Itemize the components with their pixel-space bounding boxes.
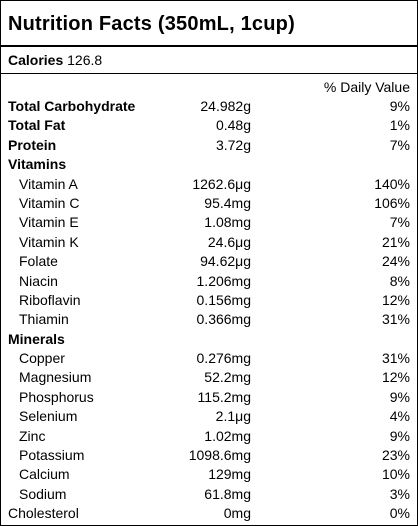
nutrient-daily-value: 24% [381, 253, 410, 270]
nutrient-daily-value: 7% [389, 136, 410, 153]
nutrient-daily-value: 1% [389, 117, 410, 134]
nutrient-amount: 24.6μg [207, 233, 251, 250]
nutrient-row: Protein 3.72g 7% [1, 136, 417, 155]
calories-value: 126.8 [67, 52, 103, 68]
nutrient-table: Total Carbohydrate 24.982g 9% Total Fat 0.48… [1, 97, 417, 524]
nutrient-name: Calcium [19, 466, 70, 483]
calories-line: Calories 126.8 [8, 52, 102, 68]
nutrient-amount: 0.156mg [196, 291, 251, 308]
nutrient-amount: 0.48g [215, 117, 251, 134]
nutrient-daily-value: 12% [381, 369, 410, 386]
nutrient-name: Selenium [19, 408, 78, 425]
nutrient-row: Magnesium 52.2mg 12% [1, 368, 417, 387]
nutrient-row: Cholesterol 0mg 0% [1, 504, 417, 523]
nutrient-amount: 1.206mg [196, 272, 251, 289]
nutrient-daily-value: 7% [389, 214, 410, 231]
nutrient-row: Folate 94.62μg 24% [1, 252, 417, 271]
nutrient-amount: 94.62μg [200, 253, 251, 270]
nutrient-name: Vitamin K [19, 233, 79, 250]
nutrient-daily-value: 12% [381, 291, 410, 308]
nutrient-row: Niacin 1.206mg 8% [1, 272, 417, 291]
nutrient-row: Phosphorus 115.2mg 9% [1, 388, 417, 407]
nutrient-amount: 3.72g [215, 136, 251, 153]
calories-divider [1, 73, 417, 74]
nutrient-amount: 52.2mg [204, 369, 251, 386]
nutrient-row: Zinc 1.02mg 9% [1, 427, 417, 446]
nutrient-amount: 95.4mg [204, 194, 251, 211]
nutrient-daily-value: 9% [389, 388, 410, 405]
nutrient-name: Potassium [19, 447, 85, 464]
nutrient-row: Thiamin 0.366mg 31% [1, 310, 417, 329]
nutrient-daily-value: 21% [381, 233, 410, 250]
nutrient-name: Folate [19, 253, 58, 270]
nutrient-name: Zinc [19, 427, 46, 444]
nutrient-daily-value: 9% [389, 427, 410, 444]
label-title: Nutrition Facts (350mL, 1cup) [8, 13, 295, 35]
nutrient-name: Thiamin [19, 311, 69, 328]
nutrient-amount: 61.8mg [204, 485, 251, 502]
nutrient-amount: 24.982g [200, 98, 251, 114]
nutrient-name: Riboflavin [19, 291, 81, 308]
nutrient-name: Total Fat [8, 117, 66, 134]
nutrient-row: Total Carbohydrate 24.982g 9% [1, 97, 417, 116]
nutrient-name: Copper [19, 350, 65, 367]
nutrient-name: Phosphorus [19, 388, 94, 405]
nutrient-name: Vitamins [8, 156, 67, 173]
nutrient-daily-value: 106% [374, 194, 410, 211]
nutrient-daily-value: 8% [389, 272, 410, 289]
nutrient-amount: 1.02mg [204, 427, 251, 444]
nutrient-name: Sodium [19, 485, 67, 502]
nutrient-daily-value: 23% [381, 447, 410, 464]
nutrient-name: Cholesterol [8, 505, 79, 522]
calories-label: Calories [8, 52, 64, 68]
nutrient-amount: 0.276mg [196, 350, 251, 367]
nutrient-name: Magnesium [19, 369, 92, 386]
nutrient-amount: 2.1μg [215, 408, 251, 425]
nutrient-daily-value: 4% [389, 408, 410, 425]
nutrient-row: Copper 0.276mg 31% [1, 349, 417, 368]
nutrient-daily-value: 31% [381, 311, 410, 328]
daily-value-header: % Daily Value [323, 79, 410, 95]
nutrient-amount: 0.366mg [196, 311, 251, 328]
nutrient-name: Minerals [8, 330, 65, 347]
nutrient-row: Riboflavin 0.156mg 12% [1, 291, 417, 310]
nutrient-amount: 1262.6μg [192, 175, 251, 192]
nutrient-daily-value: 10% [381, 466, 410, 483]
nutrient-amount: 1.08mg [204, 214, 251, 231]
section-header: Minerals [1, 330, 417, 349]
title-divider [1, 45, 417, 47]
nutrient-row: Calcium 129mg 10% [1, 465, 417, 484]
nutrient-amount: 129mg [208, 466, 251, 483]
nutrient-row: Total Fat 0.48g 1% [1, 116, 417, 135]
nutrient-name: Protein [8, 136, 57, 153]
nutrient-name: Niacin [19, 272, 58, 289]
nutrient-amount: 0mg [223, 505, 251, 522]
nutrient-daily-value: 140% [374, 175, 410, 192]
nutrient-name: Vitamin E [19, 214, 79, 231]
nutrient-name: Vitamin C [19, 194, 80, 211]
nutrient-row: Sodium 61.8mg 3% [1, 485, 417, 504]
nutrient-row: Vitamin K 24.6μg 21% [1, 233, 417, 252]
nutrient-daily-value: 9% [389, 98, 410, 114]
nutrient-daily-value: 3% [389, 485, 410, 502]
nutrient-amount: 1098.6mg [188, 447, 251, 464]
nutrient-name: Total Carbohydrate [8, 98, 136, 114]
nutrient-amount: 115.2mg [197, 388, 251, 405]
nutrient-daily-value: 0% [389, 505, 410, 522]
nutrient-daily-value: 31% [381, 350, 410, 367]
nutrient-name: Vitamin A [19, 175, 78, 192]
nutrient-row: Vitamin E 1.08mg 7% [1, 213, 417, 232]
section-header: Vitamins [1, 155, 417, 174]
nutrient-row: Potassium 1098.6mg 23% [1, 446, 417, 465]
nutrient-row: Vitamin A 1262.6μg 140% [1, 175, 417, 194]
nutrient-row: Selenium 2.1μg 4% [1, 407, 417, 426]
nutrient-row: Vitamin C 95.4mg 106% [1, 194, 417, 213]
